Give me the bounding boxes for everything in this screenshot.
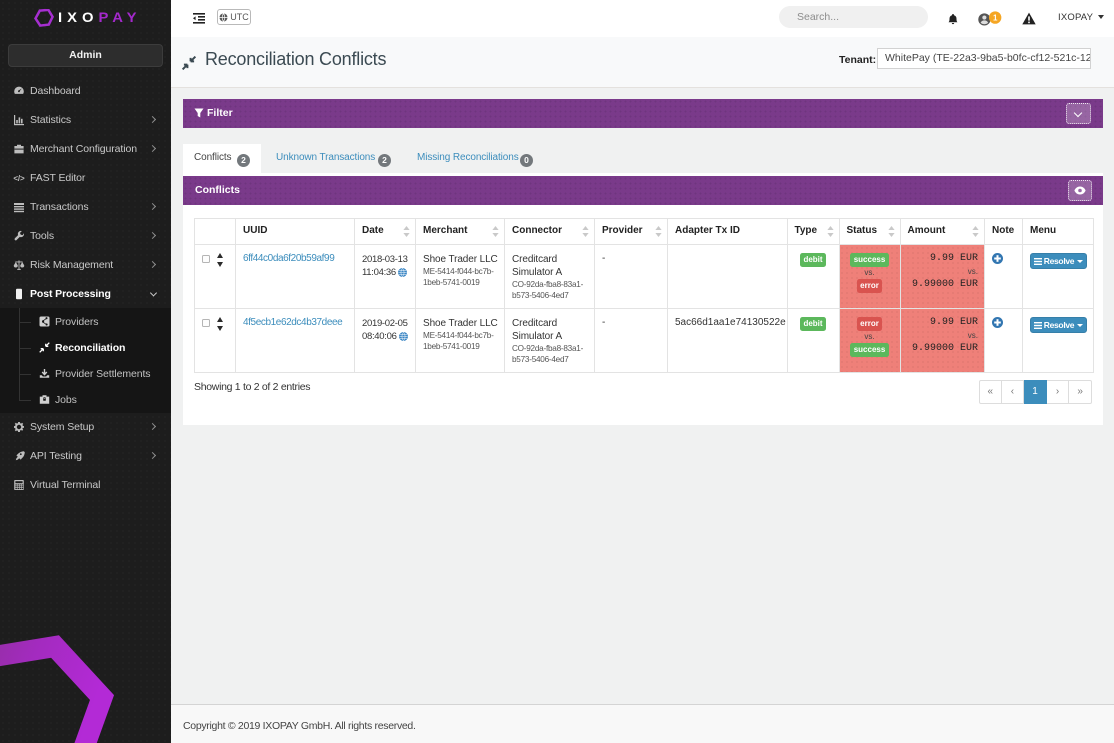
svg-text:1: 1	[993, 13, 998, 22]
